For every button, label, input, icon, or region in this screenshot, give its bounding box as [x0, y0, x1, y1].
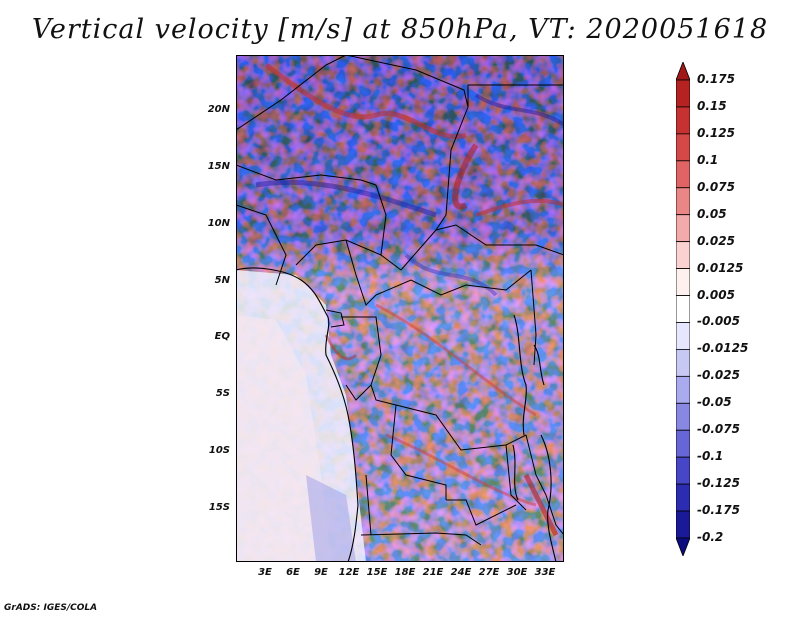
colorbar-label: -0.0125: [697, 341, 749, 356]
lat-tick-label: 5N: [214, 275, 230, 286]
lat-tick-label: 10S: [208, 445, 230, 456]
lon-tick-label: 3E: [258, 567, 272, 578]
colorbar-swatch: [675, 402, 691, 431]
colorbar-label: -0.075: [697, 422, 740, 437]
lon-tick-label: 12E: [338, 567, 360, 578]
lon-tick-label: 24E: [450, 567, 472, 578]
colorbar-label: -0.05: [697, 395, 732, 410]
colorbar-swatch: [675, 456, 691, 485]
lat-tick-label: 5S: [215, 388, 230, 399]
colorbar-label: 0.075: [697, 179, 735, 194]
colorbar-swatch: [675, 160, 691, 189]
colorbar-swatch: [675, 295, 691, 323]
colorbar-swatches: [675, 60, 691, 558]
lon-tick-label: 9E: [314, 567, 328, 578]
colorbar: [675, 60, 691, 558]
colorbar-label: -0.125: [697, 476, 740, 491]
colorbar-label: 0.05: [697, 206, 727, 221]
colorbar-swatch: [675, 187, 691, 216]
colorbar-label: -0.175: [697, 503, 740, 518]
lat-tick-label: 20N: [207, 104, 230, 115]
lon-tick-label: 21E: [422, 567, 444, 578]
lon-tick-label: 27E: [478, 567, 500, 578]
colorbar-swatch: [675, 268, 691, 296]
map-frame: [236, 55, 564, 562]
map-panel: [236, 55, 564, 562]
colorbar-swatch: [675, 429, 691, 458]
colorbar-label: 0.005: [697, 287, 735, 302]
lon-tick-label: 18E: [394, 567, 416, 578]
colorbar-label: 0.0125: [697, 260, 744, 275]
colorbar-swatch: [675, 106, 691, 135]
lat-tick-label: 10N: [207, 218, 230, 229]
colorbar-label: 0.125: [697, 125, 735, 140]
colorbar-swatch: [675, 349, 691, 377]
colorbar-swatch: [675, 60, 691, 81]
colorbar-swatch: [675, 537, 691, 558]
lon-tick-label: 30E: [506, 567, 528, 578]
colorbar-swatch: [675, 375, 691, 404]
lat-tick-label: EQ: [214, 331, 230, 342]
lon-tick-label: 6E: [286, 567, 300, 578]
country-borders: [236, 55, 564, 546]
lon-tick-label: 33E: [534, 567, 556, 578]
colorbar-label: 0.025: [697, 233, 735, 248]
colorbar-swatch: [675, 133, 691, 162]
colorbar-swatch: [675, 483, 691, 512]
colorbar-label: 0.1: [697, 152, 719, 167]
colorbar-swatch: [675, 322, 691, 350]
lon-tick-label: 15E: [366, 567, 388, 578]
map-title: Vertical velocity [m/s] at 850hPa, VT: 2…: [31, 14, 769, 45]
colorbar-label: -0.005: [697, 314, 740, 329]
colorbar-swatch: [675, 79, 691, 108]
velocity-field: [236, 55, 564, 562]
colorbar-label: -0.025: [697, 368, 740, 383]
colorbar-swatch: [675, 241, 691, 269]
colorbar-label: 0.15: [697, 98, 727, 113]
colorbar-label: -0.2: [697, 530, 724, 544]
coastline: [236, 267, 557, 562]
colorbar-label: 0.175: [697, 72, 735, 86]
colorbar-label: -0.1: [697, 449, 724, 464]
lat-tick-label: 15S: [208, 502, 230, 513]
colorbar-swatch: [675, 214, 691, 243]
lat-tick-label: 15N: [207, 161, 230, 172]
colorbar-swatch: [675, 510, 691, 539]
credit-text: GrADS: IGES/COLA: [4, 603, 98, 613]
